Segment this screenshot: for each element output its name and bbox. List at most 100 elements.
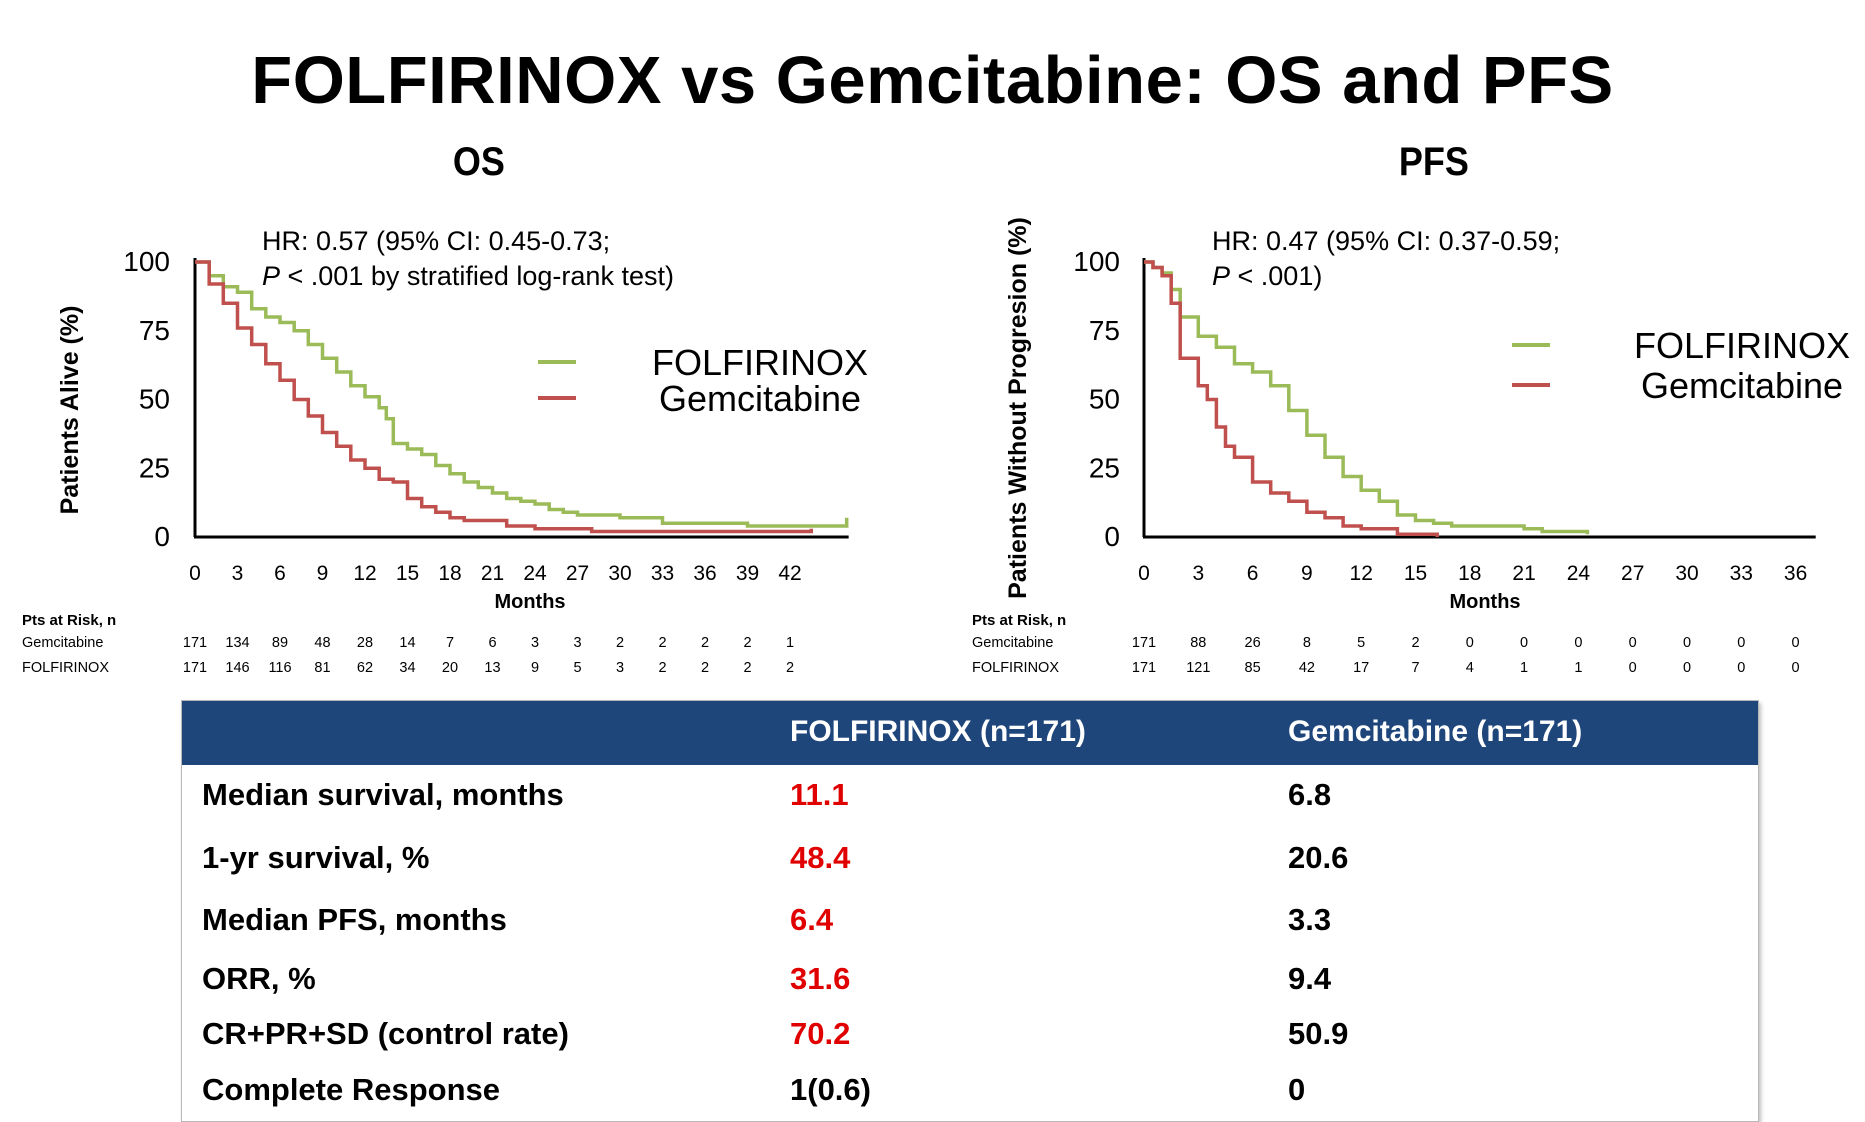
os-x-tick-label: 42 [778,562,801,585]
pfs-x-tick-label: 15 [1404,562,1427,585]
risk-count: 42 [1298,660,1315,676]
pfs-x-tick-label: 0 [1138,562,1150,585]
risk-count: 5 [573,660,582,676]
summary-folfirinox-value: 70.2 [790,1016,851,1051]
risk-count: 2 [658,660,667,676]
risk-count: 2 [743,660,752,676]
os-y-tick-label: 100 [123,246,170,277]
risk-count: 0 [1791,635,1800,651]
pfs-panel-heading: PFS [1398,140,1469,184]
risk-count: 121 [1186,660,1211,676]
summary-folfirinox-value: 48.4 [790,840,851,875]
risk-count: 7 [1411,660,1420,676]
risk-count: 2 [658,635,667,651]
pfs-y-tick-label: 75 [1089,315,1120,346]
os-x-tick-label: 18 [438,562,461,585]
summary-row-label: Median survival, months [202,777,564,812]
pfs-x-tick-label: 12 [1350,562,1373,585]
risk-table-header: Pts at Risk, n [22,612,117,629]
summary-header-folfirinox: FOLFIRINOX (n=171) [790,715,1086,748]
summary-gemcitabine-value: 3.3 [1288,902,1332,937]
pfs-x-tick-label: 30 [1675,562,1698,585]
risk-count: 171 [1131,635,1157,651]
os-x-tick-label: 9 [317,562,329,585]
risk-count: 0 [1520,635,1529,651]
pfs-chart: Patients Without Progresion (%) 100 75 50 25… [1004,217,1850,613]
risk-count: 134 [225,635,250,651]
pfs-hr-line-2: P < .001) [1212,261,1322,291]
summary-gemcitabine-value: 0 [1288,1072,1306,1107]
os-x-tick-label: 0 [189,562,201,585]
risk-count: 85 [1244,660,1261,676]
summary-folfirinox-value: 1(0.6) [790,1072,871,1107]
os-x-tick-label: 24 [523,562,547,585]
risk-count: 1 [1520,660,1529,676]
os-y-tick-label: 0 [154,521,170,552]
pfs-x-tick-label: 3 [1192,562,1204,585]
summary-row-label: ORR, % [202,961,316,996]
summary-row: ORR, % 31.6 9.4 [182,961,1758,1011]
summary-row-label: CR+PR+SD (control rate) [202,1016,569,1051]
risk-count: 3 [615,660,625,676]
risk-row-label: FOLFIRINOX [22,660,110,676]
risk-count: 4 [1465,660,1474,676]
pfs-y-tick-label: 100 [1073,246,1120,277]
risk-count: 0 [1737,660,1746,676]
risk-count: 3 [573,635,582,651]
pfs-x-tick-label: 21 [1512,562,1535,585]
risk-count: 0 [1628,660,1637,676]
pfs-y-tick-label: 25 [1089,452,1120,483]
risk-count: 0 [1682,660,1692,676]
summary-table: FOLFIRINOX (n=171) Gemcitabine (n=171) M… [181,700,1759,1122]
summary-row: Complete Response 1(0.6) 0 [182,1072,1758,1122]
pfs-x-tick-label: 6 [1247,562,1259,585]
risk-count: 6 [488,635,497,651]
summary-header: FOLFIRINOX (n=171) Gemcitabine (n=171) [182,701,1758,765]
summary-row-label: Complete Response [202,1072,501,1107]
pfs-x-tick-label: 18 [1458,562,1481,585]
summary-row: CR+PR+SD (control rate) 70.2 50.9 [182,1016,1758,1066]
risk-count: 0 [1737,635,1746,651]
risk-count: 2 [743,635,752,651]
pfs-x-axis-label: Months [1449,591,1520,613]
risk-count: 9 [530,660,540,676]
risk-count: 116 [268,660,292,676]
os-panel-heading: OS [452,140,505,184]
risk-count: 1 [785,635,795,651]
risk-count: 88 [1190,635,1207,651]
risk-row-label: Gemcitabine [22,635,104,651]
os-gemcitabine-curve [195,260,814,534]
summary-gemcitabine-value: 20.6 [1288,840,1349,875]
risk-count: 89 [271,635,289,651]
risk-count: 0 [1465,635,1474,651]
os-x-tick-label: 39 [736,562,759,585]
summary-row-label: 1-yr survival, % [202,840,430,875]
os-x-tick-label: 15 [396,562,419,585]
os-x-tick-label: 27 [566,562,589,585]
risk-count: 48 [314,635,331,651]
pfs-y-tick-label: 50 [1089,384,1120,415]
os-x-tick-label: 36 [693,562,716,585]
os-legend-label: FOLFIRINOX [652,342,868,383]
summary-row: 1-yr survival, % 48.4 20.6 [182,840,1758,890]
pfs-gemcitabine-curve [1144,260,1439,537]
pfs-legend-label: FOLFIRINOX [1634,325,1850,366]
risk-count: 2 [785,660,795,676]
os-y-tick-label: 50 [139,384,170,415]
risk-count: 0 [1791,660,1800,676]
risk-count: 13 [484,660,501,676]
pfs-x-tick-label: 9 [1301,562,1313,585]
os-y-tick-label: 25 [139,452,170,483]
risk-count: 171 [182,660,208,676]
summary-folfirinox-value: 31.6 [790,961,851,996]
pfs-y-axis-label: Patients Without Progresion (%) [1004,217,1032,599]
pfs-y-tick-label: 0 [1104,521,1120,552]
risk-count: 26 [1244,635,1261,651]
pfs-hr-line-1: HR: 0.47 (95% CI: 0.37-0.59; [1212,226,1560,256]
os-x-axis-label: Months [494,591,565,613]
risk-count: 81 [314,660,331,676]
risk-row-label: FOLFIRINOX [972,660,1060,676]
summary-gemcitabine-value: 50.9 [1288,1016,1349,1051]
os-x-tick-label: 21 [481,562,504,585]
